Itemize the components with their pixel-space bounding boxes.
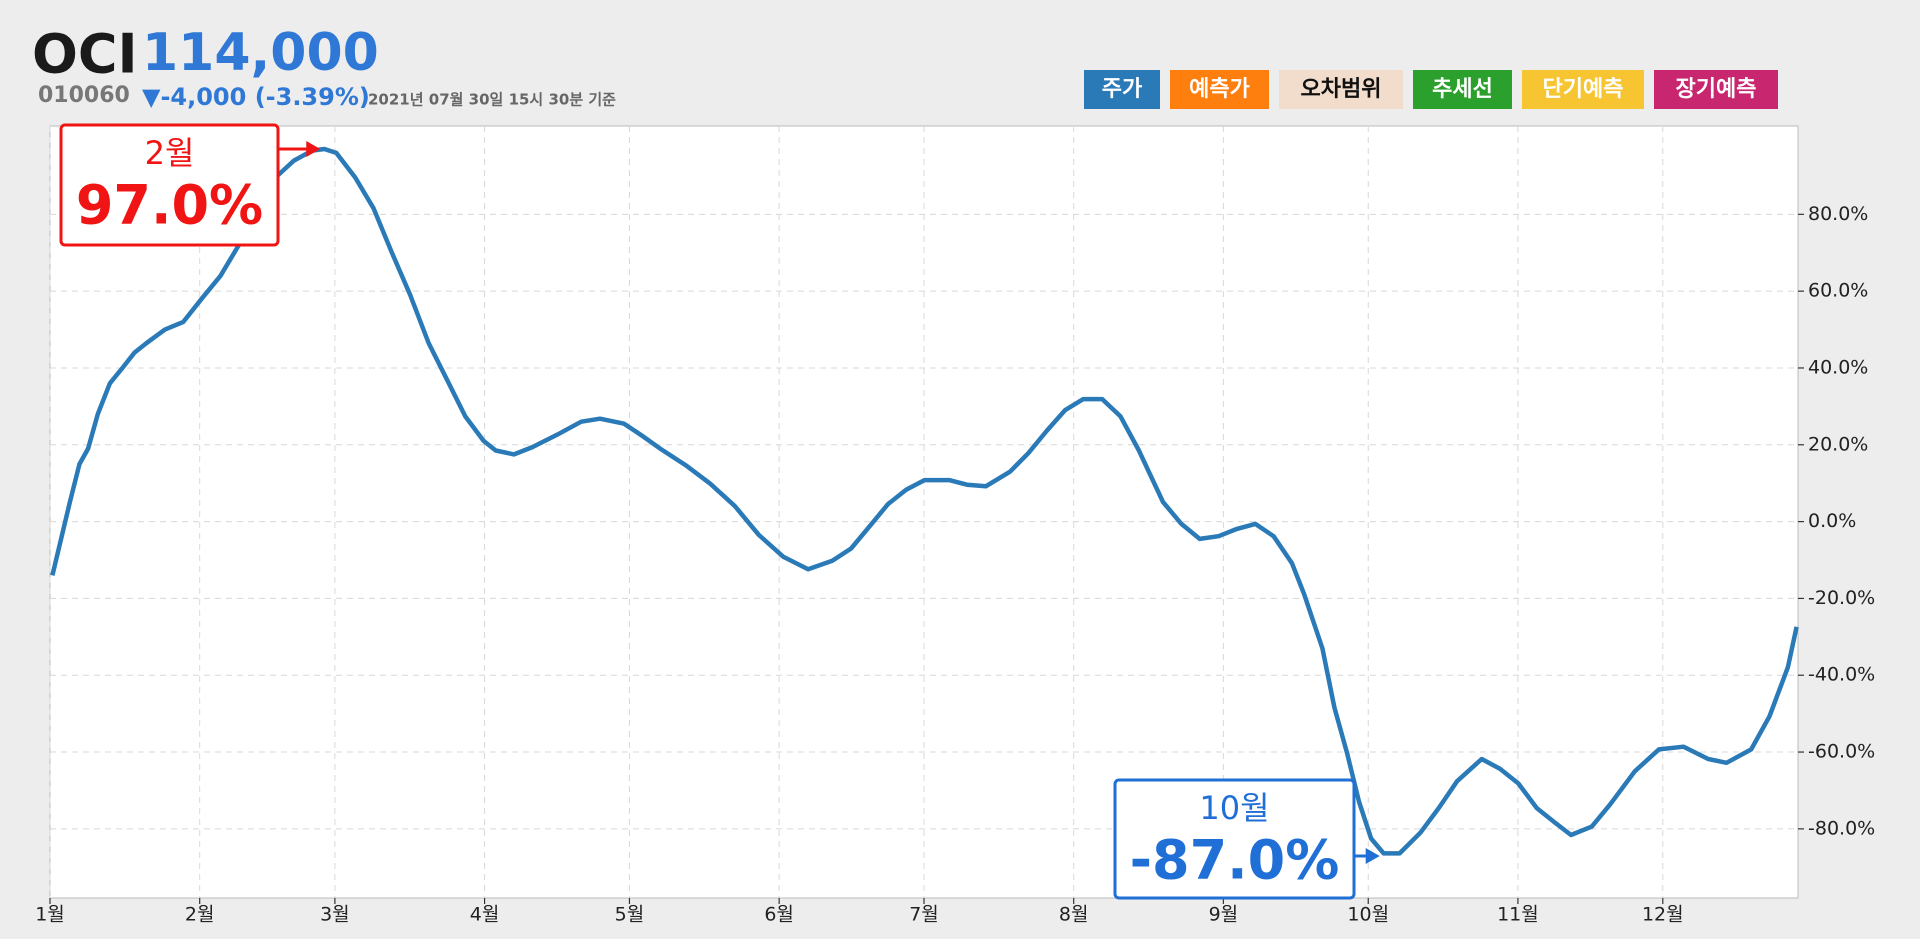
- callout-value: -87.0%: [1130, 829, 1340, 892]
- stock-code: 010060: [38, 83, 130, 108]
- legend-swatch: [1413, 70, 1512, 109]
- callout-box: [1113, 778, 1356, 900]
- x-tick-label: 7월: [909, 904, 939, 926]
- y-tick-label: 40.0%: [1808, 356, 1868, 378]
- y-tick-label: 80.0%: [1808, 203, 1868, 225]
- legend-button[interactable]: 예측가: [1170, 70, 1269, 109]
- legend-button[interactable]: 주가: [1084, 70, 1160, 109]
- legend-label: 주가: [1102, 77, 1142, 102]
- x-tick-label: 12월: [1642, 904, 1684, 926]
- x-tick-label: 6월: [764, 904, 794, 926]
- y-tick-label: -80.0%: [1808, 817, 1875, 839]
- x-tick-label: 5월: [615, 904, 645, 926]
- stock-price: 114,000: [142, 23, 379, 83]
- x-tick-label: 8월: [1059, 904, 1089, 926]
- callout-label: 10월: [1199, 789, 1269, 827]
- legend-button[interactable]: 추세선: [1413, 70, 1512, 109]
- callout-label: 2월: [145, 134, 195, 172]
- x-tick-label: 3월: [320, 904, 350, 926]
- legend-button[interactable]: 단기예측: [1522, 70, 1644, 109]
- y-tick-label: 60.0%: [1808, 280, 1868, 302]
- x-tick-label: 9월: [1209, 904, 1239, 926]
- legend-button[interactable]: 장기예측: [1654, 70, 1778, 109]
- x-tick-label: 1월: [35, 904, 65, 926]
- stock-name: OCI: [32, 23, 138, 86]
- legend-swatch: [1170, 70, 1269, 109]
- x-tick-label: 10월: [1347, 904, 1389, 926]
- callout-arrowhead: [306, 141, 321, 157]
- x-tick-label: 11월: [1497, 904, 1539, 926]
- legend-label: 추세선: [1432, 77, 1493, 102]
- legend-label: 오차범위: [1301, 77, 1382, 102]
- legend-swatch: [1084, 70, 1160, 109]
- legend-swatch: [1522, 70, 1644, 109]
- y-tick-label: -20.0%: [1808, 587, 1875, 609]
- timestamp: 2021년 07월 30일 15시 30분 기준: [368, 91, 616, 109]
- legend-swatch: [1654, 70, 1778, 109]
- price-change: ▼-4,000 (-3.39%): [142, 83, 370, 111]
- legend-swatch: [1279, 70, 1403, 109]
- callout-box: [59, 123, 280, 247]
- legend-label: 예측가: [1189, 77, 1250, 102]
- y-tick-label: -60.0%: [1808, 741, 1875, 763]
- x-tick-label: 4월: [470, 904, 500, 926]
- legend-label: 단기예측: [1543, 77, 1624, 102]
- legend-label: 장기예측: [1676, 77, 1757, 102]
- legend-button[interactable]: 오차범위: [1279, 70, 1403, 109]
- y-tick-label: 0.0%: [1808, 510, 1856, 532]
- y-tick-label: 20.0%: [1808, 433, 1868, 455]
- callout-value: 97.0%: [76, 174, 263, 237]
- y-tick-label: -40.0%: [1808, 664, 1875, 686]
- callout-arrowhead: [1365, 848, 1380, 864]
- x-tick-label: 2월: [185, 904, 215, 926]
